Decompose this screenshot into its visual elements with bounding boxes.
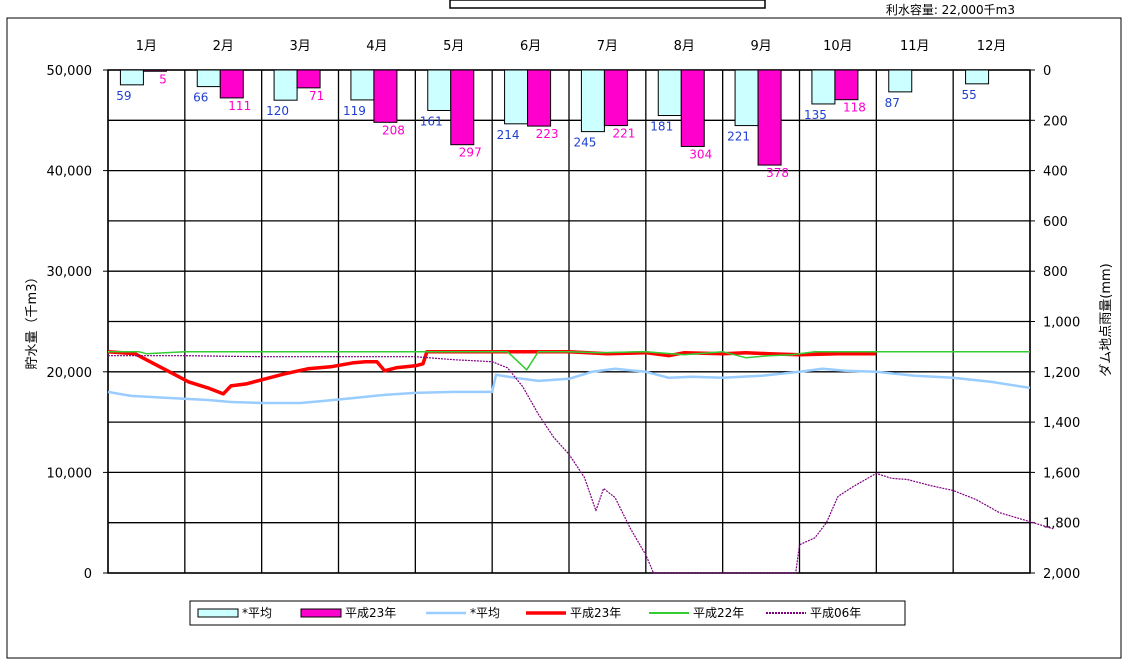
month-label: 3月	[289, 39, 310, 54]
bar	[657, 69, 682, 117]
bar-data-label: 66	[193, 91, 208, 105]
y-tick-right: 800	[1043, 265, 1068, 280]
legend: *平均 平成23年 *平均 平成23年 平成22年 平成06年	[189, 600, 906, 626]
bar	[196, 69, 221, 88]
y-axis-right-label: ダム地点雨量(mm)	[1099, 263, 1114, 376]
y-tick-right: 1,800	[1043, 517, 1080, 532]
y-tick-right: 1,000	[1043, 316, 1080, 331]
bar	[680, 69, 705, 147]
bar	[811, 69, 836, 105]
series-line	[108, 350, 1030, 371]
bar-data-label: 87	[885, 96, 900, 110]
legend-swatch	[197, 608, 239, 618]
month-label: 9月	[750, 39, 771, 54]
bar	[273, 69, 298, 101]
bar	[142, 69, 167, 72]
legend-swatch	[300, 608, 342, 618]
month-label: 11月	[900, 39, 930, 54]
series-line	[107, 367, 1031, 405]
bar-data-label: 297	[459, 146, 482, 160]
bar	[888, 69, 913, 93]
y-tick-left: 30,000	[47, 265, 93, 280]
y-tick-right: 1,600	[1043, 466, 1080, 481]
y-tick-left: 0	[84, 567, 92, 582]
bar-data-label: 221	[612, 127, 635, 141]
bar-data-label: 214	[497, 128, 520, 142]
month-label: 5月	[443, 39, 464, 54]
bar	[504, 69, 529, 125]
bar	[527, 69, 552, 127]
bar-data-label: 118	[843, 101, 866, 115]
bar-data-label: 135	[804, 108, 827, 122]
month-label: 12月	[977, 39, 1007, 54]
legend-label: *平均	[242, 606, 272, 620]
month-label: 1月	[136, 39, 157, 54]
y-axis-left-label: 貯水量（千m3）	[25, 271, 40, 370]
y-tick-left: 20,000	[47, 366, 93, 381]
month-label: 7月	[597, 39, 618, 54]
month-label: 4月	[366, 39, 387, 54]
bar	[119, 69, 144, 86]
bar	[350, 69, 375, 101]
month-label: 8月	[674, 39, 695, 54]
bar	[834, 69, 859, 101]
month-label: 2月	[213, 39, 234, 54]
legend-label: 平成23年	[570, 606, 621, 620]
bar	[373, 69, 398, 123]
bar	[580, 69, 605, 133]
y-tick-right: 400	[1043, 165, 1068, 180]
bar	[427, 69, 452, 111]
bar	[734, 69, 759, 127]
legend-label: *平均	[470, 606, 500, 620]
bar-data-label: 221	[727, 130, 750, 144]
capacity-note: 利水容量: 22,000千m3	[886, 2, 1015, 17]
bar-data-label: 59	[116, 89, 131, 103]
bar	[965, 69, 990, 85]
y-tick-right: 1,400	[1043, 416, 1080, 431]
legend-label: 平成06年	[810, 606, 861, 620]
bar-data-label: 208	[382, 123, 405, 137]
bar-data-label: 181	[650, 120, 673, 134]
bar	[757, 69, 782, 166]
bar	[603, 69, 628, 127]
bar-data-label: 55	[961, 88, 976, 102]
bar-data-label: 161	[420, 114, 443, 128]
y-tick-right: 0	[1043, 64, 1051, 79]
bar	[219, 69, 244, 99]
legend-label: 平成22年	[693, 606, 744, 620]
title-box	[449, 0, 766, 9]
month-label: 10月	[823, 39, 853, 54]
bar-data-label: 5	[159, 72, 167, 86]
y-tick-right: 600	[1043, 215, 1068, 230]
y-tick-left: 50,000	[47, 64, 93, 79]
bar	[450, 69, 475, 146]
y-tick-right: 1,200	[1043, 366, 1080, 381]
bar-data-label: 111	[228, 99, 251, 113]
series-line	[108, 355, 1054, 574]
outer-frame	[6, 17, 1122, 659]
y-tick-right: 2,000	[1043, 567, 1080, 582]
bar-data-label: 223	[536, 127, 559, 141]
bar-data-label: 304	[689, 147, 712, 161]
y-tick-left: 10,000	[47, 466, 93, 481]
bar-data-label: 119	[343, 104, 366, 118]
month-label: 6月	[520, 39, 541, 54]
y-tick-right: 200	[1043, 114, 1068, 129]
bar-data-label: 378	[766, 166, 789, 180]
legend-label: 平成23年	[345, 606, 396, 620]
y-tick-left: 40,000	[47, 165, 93, 180]
plot-area: 0 200 400 600 800 1,000 1,200 1,400 1,600 1,800 2,…	[47, 39, 1081, 582]
bar-data-label: 245	[573, 136, 596, 150]
bar-data-label: 71	[309, 89, 324, 103]
bar-data-label: 120	[266, 104, 289, 118]
bar	[296, 69, 321, 89]
